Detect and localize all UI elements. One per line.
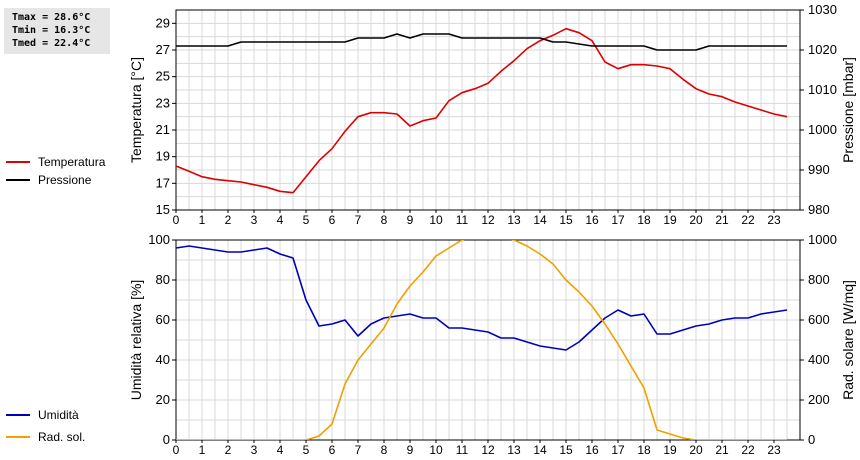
legend-label: Umidità [38, 408, 79, 422]
x-tick-label: 10 [429, 213, 443, 227]
stats-tmed: Tmed = 22.4°C [12, 38, 91, 49]
x-tick-label: 7 [355, 443, 362, 457]
x-tick-label: 4 [277, 443, 284, 457]
x-tick-label: 18 [637, 213, 651, 227]
y-left-tick-label: 40 [156, 352, 170, 367]
x-tick-label: 5 [303, 213, 310, 227]
x-tick-label: 12 [481, 443, 495, 457]
y-left-tick-label: 60 [156, 312, 170, 327]
series-line-umidit [176, 245, 788, 351]
x-tick-label: 7 [355, 213, 362, 227]
x-tick-label: 13 [507, 213, 521, 227]
x-tick-label: 9 [407, 213, 414, 227]
legend-label: Rad. sol. [38, 430, 85, 444]
x-tick-label: 20 [689, 213, 703, 227]
x-tick-label: 11 [456, 213, 469, 227]
x-tick-label: 1 [199, 443, 206, 457]
x-tick-label: 11 [456, 443, 469, 457]
x-tick-label: 2 [225, 443, 232, 457]
y-left-tick-label: 15 [156, 202, 170, 217]
x-tick-label: 16 [585, 213, 599, 227]
y-left-tick-label: 29 [156, 15, 170, 30]
y-left-tick-label: 100 [148, 232, 170, 247]
legend-label: Pressione [38, 173, 92, 187]
y-left-tick-label: 80 [156, 272, 170, 287]
x-tick-label: 15 [559, 213, 573, 227]
x-tick-label: 23 [767, 213, 781, 227]
x-tick-label: 14 [533, 443, 547, 457]
y-left-tick-label: 20 [156, 392, 170, 407]
y-right-tick-label: 200 [808, 392, 830, 407]
y-right-tick-label: 1030 [808, 2, 837, 17]
x-tick-label: 6 [329, 443, 336, 457]
x-tick-label: 14 [533, 213, 547, 227]
x-tick-label: 17 [611, 213, 625, 227]
x-tick-label: 5 [303, 443, 310, 457]
y-left-tick-label: 17 [156, 175, 170, 190]
y-right-tick-label: 990 [808, 162, 830, 177]
x-tick-label: 23 [767, 443, 781, 457]
series-line-temperatura [176, 27, 788, 194]
y-left-axis-label: Umidità relativa [%] [128, 280, 144, 401]
y-left-tick-label: 23 [156, 95, 170, 110]
x-tick-label: 15 [559, 443, 573, 457]
x-tick-label: 2 [225, 213, 232, 227]
y-right-tick-label: 980 [808, 202, 830, 217]
y-left-tick-label: 27 [156, 42, 170, 57]
y-right-tick-label: 1020 [808, 42, 837, 57]
y-left-axis-label: Temperatura [°C] [128, 57, 144, 163]
x-tick-label: 3 [251, 443, 258, 457]
stats-tmax: Tmax = 28.6°C [12, 12, 91, 23]
x-tick-label: 22 [741, 213, 755, 227]
x-tick-label: 0 [173, 213, 180, 227]
y-right-tick-label: 1010 [808, 82, 837, 97]
y-right-axis-label: Pressione [mbar] [840, 57, 856, 163]
x-tick-label: 6 [329, 213, 336, 227]
x-tick-label: 12 [481, 213, 495, 227]
x-tick-label: 19 [663, 443, 677, 457]
y-left-tick-label: 0 [163, 432, 170, 447]
legend-label: Temperatura [38, 155, 106, 169]
x-tick-label: 1 [199, 213, 206, 227]
series-line-rad-sol [176, 240, 787, 440]
y-right-tick-label: 600 [808, 312, 830, 327]
x-tick-label: 20 [689, 443, 703, 457]
y-left-tick-label: 19 [156, 149, 170, 164]
y-left-tick-label: 21 [156, 122, 170, 137]
x-tick-label: 18 [637, 443, 651, 457]
x-tick-label: 16 [585, 443, 599, 457]
x-tick-label: 3 [251, 213, 258, 227]
y-right-tick-label: 400 [808, 352, 830, 367]
y-right-axis-label: Rad. solare [W/mq] [840, 280, 856, 400]
series-line-pressione [176, 33, 787, 51]
stats-box: Tmax = 28.6°C Tmin = 16.3°C Tmed = 22.4°… [4, 8, 110, 54]
y-right-tick-label: 0 [808, 432, 815, 447]
x-tick-label: 10 [429, 443, 443, 457]
x-tick-label: 4 [277, 213, 284, 227]
y-right-tick-label: 800 [808, 272, 830, 287]
x-tick-label: 8 [381, 213, 388, 227]
y-right-tick-label: 1000 [808, 232, 837, 247]
x-tick-label: 22 [741, 443, 755, 457]
stats-tmin: Tmin = 16.3°C [12, 25, 91, 36]
x-tick-label: 9 [407, 443, 414, 457]
y-left-tick-label: 25 [156, 69, 170, 84]
x-tick-label: 13 [507, 443, 521, 457]
x-tick-label: 21 [715, 213, 729, 227]
x-tick-label: 21 [715, 443, 729, 457]
x-tick-label: 19 [663, 213, 677, 227]
x-tick-label: 17 [611, 443, 625, 457]
x-tick-label: 0 [173, 443, 180, 457]
x-tick-label: 8 [381, 443, 388, 457]
y-right-tick-label: 1000 [808, 122, 837, 137]
